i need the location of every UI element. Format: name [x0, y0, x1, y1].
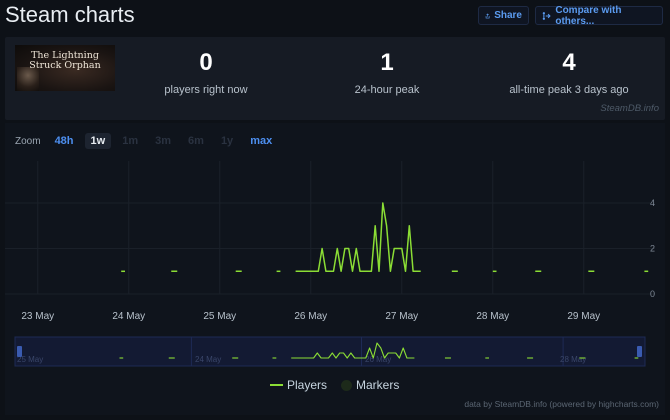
legend-markers-label: Markers [356, 378, 400, 392]
y-tick-label: 2 [650, 244, 655, 254]
peak24-label: 24-hour peak [354, 84, 420, 96]
zoom-1y-button[interactable]: 1y [220, 135, 234, 147]
thumbnail-figure [17, 67, 39, 91]
navigator-handle-right [637, 346, 642, 357]
legend-markers[interactable]: Markers [341, 378, 399, 392]
chart-legend: Players Markers [270, 378, 399, 392]
alltime-label: all-time peak 3 days ago [509, 84, 629, 96]
x-tick-label: 25 May [203, 311, 236, 322]
stat-24h-peak: 1 24-hour peak [337, 49, 437, 96]
compare-button[interactable]: Compare with others... [535, 4, 663, 27]
zoom-1m-button[interactable]: 1m [122, 135, 139, 147]
thumbnail-title: The Lightning Struck Orphan [29, 50, 101, 71]
header: Steam charts Share Compare with others..… [0, 0, 670, 34]
zoom-label: Zoom [15, 135, 41, 147]
peak24-value: 1 [380, 49, 394, 76]
zoom-3m-button[interactable]: 3m [155, 135, 172, 147]
zoom-6m-button[interactable]: 6m [188, 135, 204, 147]
share-icon [485, 12, 490, 18]
x-tick-label: 27 May [385, 311, 418, 322]
y-tick-label: 4 [650, 198, 655, 208]
player-chart[interactable]: 23 May 24 May 25 May 26 May 27 May 28 May 29 M… [5, 123, 665, 415]
navigator-label: 26 May [365, 355, 391, 364]
x-tick-label: 29 May [567, 311, 600, 322]
navigator-label: 28 May [560, 355, 586, 364]
x-tick-label: 23 May [21, 311, 54, 322]
x-tick-label: 26 May [294, 311, 327, 322]
x-tick-label: 28 May [476, 311, 509, 322]
markers-legend-swatch [341, 379, 353, 391]
zoom-1w-button[interactable]: 1w [84, 133, 112, 149]
navigator-handle-left [17, 346, 22, 357]
share-label: Share [494, 10, 522, 21]
zoom-max-button[interactable]: max [250, 135, 273, 147]
stat-players-now: 0 players right now [155, 49, 257, 96]
legend-players[interactable]: Players [270, 378, 327, 392]
navigator-band [14, 336, 646, 367]
navigator-label: 25 May [17, 355, 43, 364]
x-tick-label: 24 May [112, 311, 145, 322]
players-line-segment [295, 202, 421, 273]
stats-panel: The Lightning Struck Orphan 0 players ri… [5, 37, 665, 120]
y-tick-label: 0 [650, 289, 655, 299]
players-now-value: 0 [199, 49, 213, 76]
steamdb-watermark: SteamDB.info [600, 103, 659, 114]
players-now-label: players right now [164, 84, 248, 96]
zoom-48h-button[interactable]: 48h [54, 135, 74, 147]
players-legend-swatch [270, 384, 283, 386]
navigator-label: 24 May [195, 355, 221, 364]
game-thumbnail[interactable]: The Lightning Struck Orphan [15, 45, 115, 91]
stat-alltime-peak: 4 all-time peak 3 days ago [503, 49, 635, 96]
compare-label: Compare with others... [555, 4, 622, 27]
page-title: Steam charts [5, 2, 135, 27]
compare-icon [542, 11, 551, 20]
chart-panel: Zoom 48h 1w 1m 3m 6m 1y max 23 May 24 May… [5, 123, 665, 415]
chart-credit: data by SteamDB.info (powered by highcha… [464, 399, 659, 409]
alltime-value: 4 [562, 49, 576, 76]
share-button[interactable]: Share [478, 6, 529, 25]
zoom-controls: Zoom 48h 1w 1m 3m 6m 1y max [15, 131, 283, 151]
navigator-line-segment [291, 342, 415, 359]
legend-players-label: Players [287, 378, 328, 392]
